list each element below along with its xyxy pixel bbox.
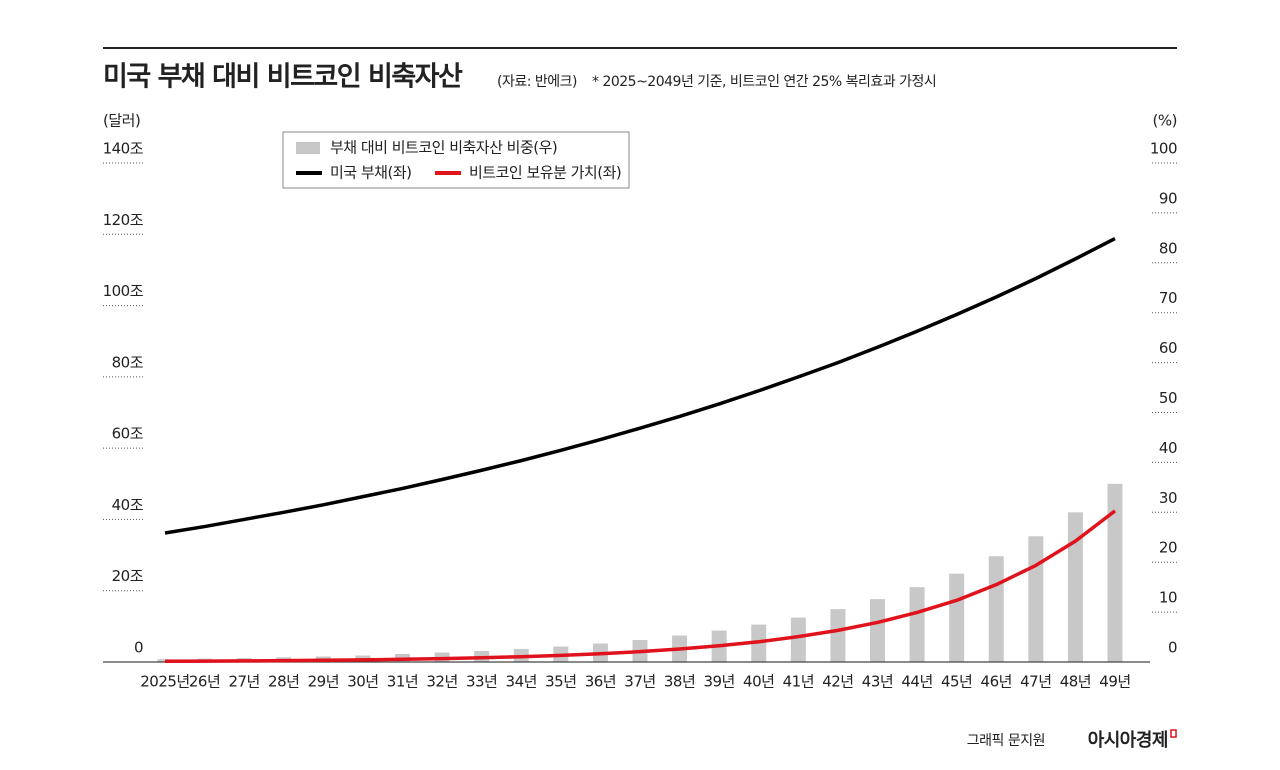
bar bbox=[909, 587, 925, 662]
x-tick-label: 47년 bbox=[1020, 673, 1051, 691]
y-tick-label: 80조 bbox=[112, 353, 144, 371]
x-tick-label: 2025년 bbox=[140, 673, 189, 691]
y-tick-label: 20조 bbox=[112, 567, 144, 585]
x-tick-label: 45년 bbox=[941, 673, 972, 691]
x-tick-label: 42년 bbox=[822, 673, 853, 691]
y2-tick-label: 80 bbox=[1159, 239, 1177, 257]
y-tick-label: 100조 bbox=[103, 282, 144, 300]
y2-tick-label: 60 bbox=[1159, 339, 1177, 357]
x-tick-label: 32년 bbox=[426, 673, 457, 691]
note: * 2025~2049년 기준, 비트코인 연간 25% 복리효과 가정시 bbox=[592, 74, 936, 90]
x-tick-label: 34년 bbox=[506, 673, 537, 691]
bar bbox=[949, 573, 965, 662]
y-tick-label: 60조 bbox=[112, 425, 144, 443]
bar bbox=[1028, 536, 1044, 662]
x-tick-label: 37년 bbox=[624, 673, 655, 691]
y2-tick-label: 50 bbox=[1159, 389, 1177, 407]
y2-tick-label: 30 bbox=[1159, 489, 1177, 507]
y-tick-label: 120조 bbox=[103, 211, 144, 229]
bar bbox=[1107, 483, 1123, 662]
x-tick-label: 30년 bbox=[347, 673, 378, 691]
y-axis-label: (달러) bbox=[103, 112, 140, 130]
x-tick-label: 40년 bbox=[743, 673, 774, 691]
x-tick-label: 28년 bbox=[268, 673, 299, 691]
x-tick-label: 44년 bbox=[901, 673, 932, 691]
credit: 그래픽 문지원 bbox=[967, 733, 1045, 749]
x-tick-label: 39년 bbox=[703, 673, 734, 691]
x-tick-label: 27년 bbox=[228, 673, 259, 691]
x-tick-label: 48년 bbox=[1060, 673, 1091, 691]
bar bbox=[790, 617, 806, 662]
y2-axis-label: (%) bbox=[1153, 112, 1177, 130]
brand: 아시아경제 bbox=[1088, 730, 1168, 751]
y2-tick-label: 100 bbox=[1150, 140, 1177, 158]
legend-label: 비트코인 보유분 가치(좌) bbox=[469, 164, 621, 182]
x-tick-label: 46년 bbox=[981, 673, 1012, 691]
x-tick-label: 29년 bbox=[308, 673, 339, 691]
x-tick-label: 35년 bbox=[545, 673, 576, 691]
bar bbox=[1067, 512, 1083, 662]
y2-tick-label: 0 bbox=[1168, 639, 1177, 657]
x-tick-label: 31년 bbox=[387, 673, 418, 691]
x-tick-label: 26년 bbox=[189, 673, 220, 691]
brand-mark bbox=[1170, 729, 1177, 738]
x-tick-label: 49년 bbox=[1099, 673, 1130, 691]
x-tick-label: 38년 bbox=[664, 673, 695, 691]
bar bbox=[988, 556, 1004, 662]
x-tick-label: 41년 bbox=[783, 673, 814, 691]
y2-tick-label: 90 bbox=[1159, 189, 1177, 207]
source: (자료: 반에크) bbox=[497, 74, 577, 90]
y-tick-label: 140조 bbox=[103, 140, 144, 158]
legend-swatch bbox=[296, 142, 320, 154]
legend-label: 미국 부채(좌) bbox=[330, 164, 411, 182]
bar bbox=[830, 609, 846, 662]
x-tick-label: 43년 bbox=[862, 673, 893, 691]
y2-tick-label: 70 bbox=[1159, 289, 1177, 307]
y2-tick-label: 40 bbox=[1159, 439, 1177, 457]
legend-box bbox=[282, 131, 630, 189]
x-tick-label: 36년 bbox=[585, 673, 616, 691]
legend-label: 부채 대비 비트코인 비축자산 비중(우) bbox=[330, 139, 557, 157]
x-tick-label: 33년 bbox=[466, 673, 497, 691]
chart-title: 미국 부채 대비 비트코인 비축자산 bbox=[103, 62, 463, 93]
y2-tick-label: 10 bbox=[1159, 589, 1177, 607]
bar bbox=[870, 599, 885, 662]
line bbox=[164, 237, 1116, 535]
y-tick-label: 0 bbox=[134, 639, 143, 657]
y-tick-label: 40조 bbox=[112, 496, 144, 514]
y2-tick-label: 20 bbox=[1159, 539, 1177, 557]
line bbox=[164, 509, 1117, 664]
